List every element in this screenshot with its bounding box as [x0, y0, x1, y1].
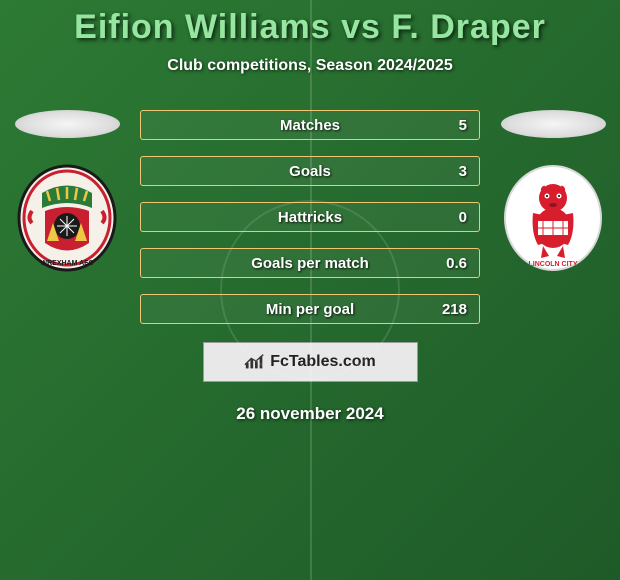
stat-value-right: 0.6: [446, 255, 467, 272]
crest-left: WREXHAM AFC: [17, 163, 117, 273]
chart-icon: [244, 353, 266, 371]
stat-bar-min-per-goal: Min per goal 218: [140, 294, 480, 324]
player-shadow-left: [15, 110, 120, 138]
brand-label: FcTables.com: [270, 353, 376, 371]
wrexham-crest-icon: WREXHAM AFC: [17, 163, 117, 273]
stat-bar-matches: Matches 5: [140, 110, 480, 140]
stat-label: Goals: [289, 163, 331, 180]
stat-label: Goals per match: [251, 255, 369, 272]
stat-value-right: 0: [459, 209, 467, 226]
player-shadow-right: [501, 110, 606, 138]
brand-box: FcTables.com: [203, 342, 418, 382]
stat-value-right: 218: [442, 301, 467, 318]
lincoln-city-crest-icon: LINCOLN CITY: [503, 163, 603, 273]
comparison-content: WREXHAM AFC Matches 5 Goals 3 Hattricks …: [0, 110, 620, 324]
stat-label: Matches: [280, 117, 340, 134]
crest-right: LINCOLN CITY: [503, 163, 603, 273]
stat-bar-goals: Goals 3: [140, 156, 480, 186]
left-player-column: WREXHAM AFC: [12, 110, 122, 324]
date-label: 26 november 2024: [0, 404, 620, 424]
subtitle: Club competitions, Season 2024/2025: [0, 57, 620, 75]
stat-value-right: 3: [459, 163, 467, 180]
stat-value-right: 5: [459, 117, 467, 134]
stat-label: Min per goal: [266, 301, 354, 318]
stat-bar-hattricks: Hattricks 0: [140, 202, 480, 232]
page-title: Eifion Williams vs F. Draper: [0, 0, 620, 47]
right-player-column: LINCOLN CITY: [498, 110, 608, 324]
svg-text:LINCOLN CITY: LINCOLN CITY: [529, 261, 578, 268]
stat-label: Hattricks: [278, 209, 342, 226]
stat-bars: Matches 5 Goals 3 Hattricks 0 Goals per …: [140, 110, 480, 324]
svg-text:WREXHAM AFC: WREXHAM AFC: [40, 260, 93, 267]
stat-bar-goals-per-match: Goals per match 0.6: [140, 248, 480, 278]
